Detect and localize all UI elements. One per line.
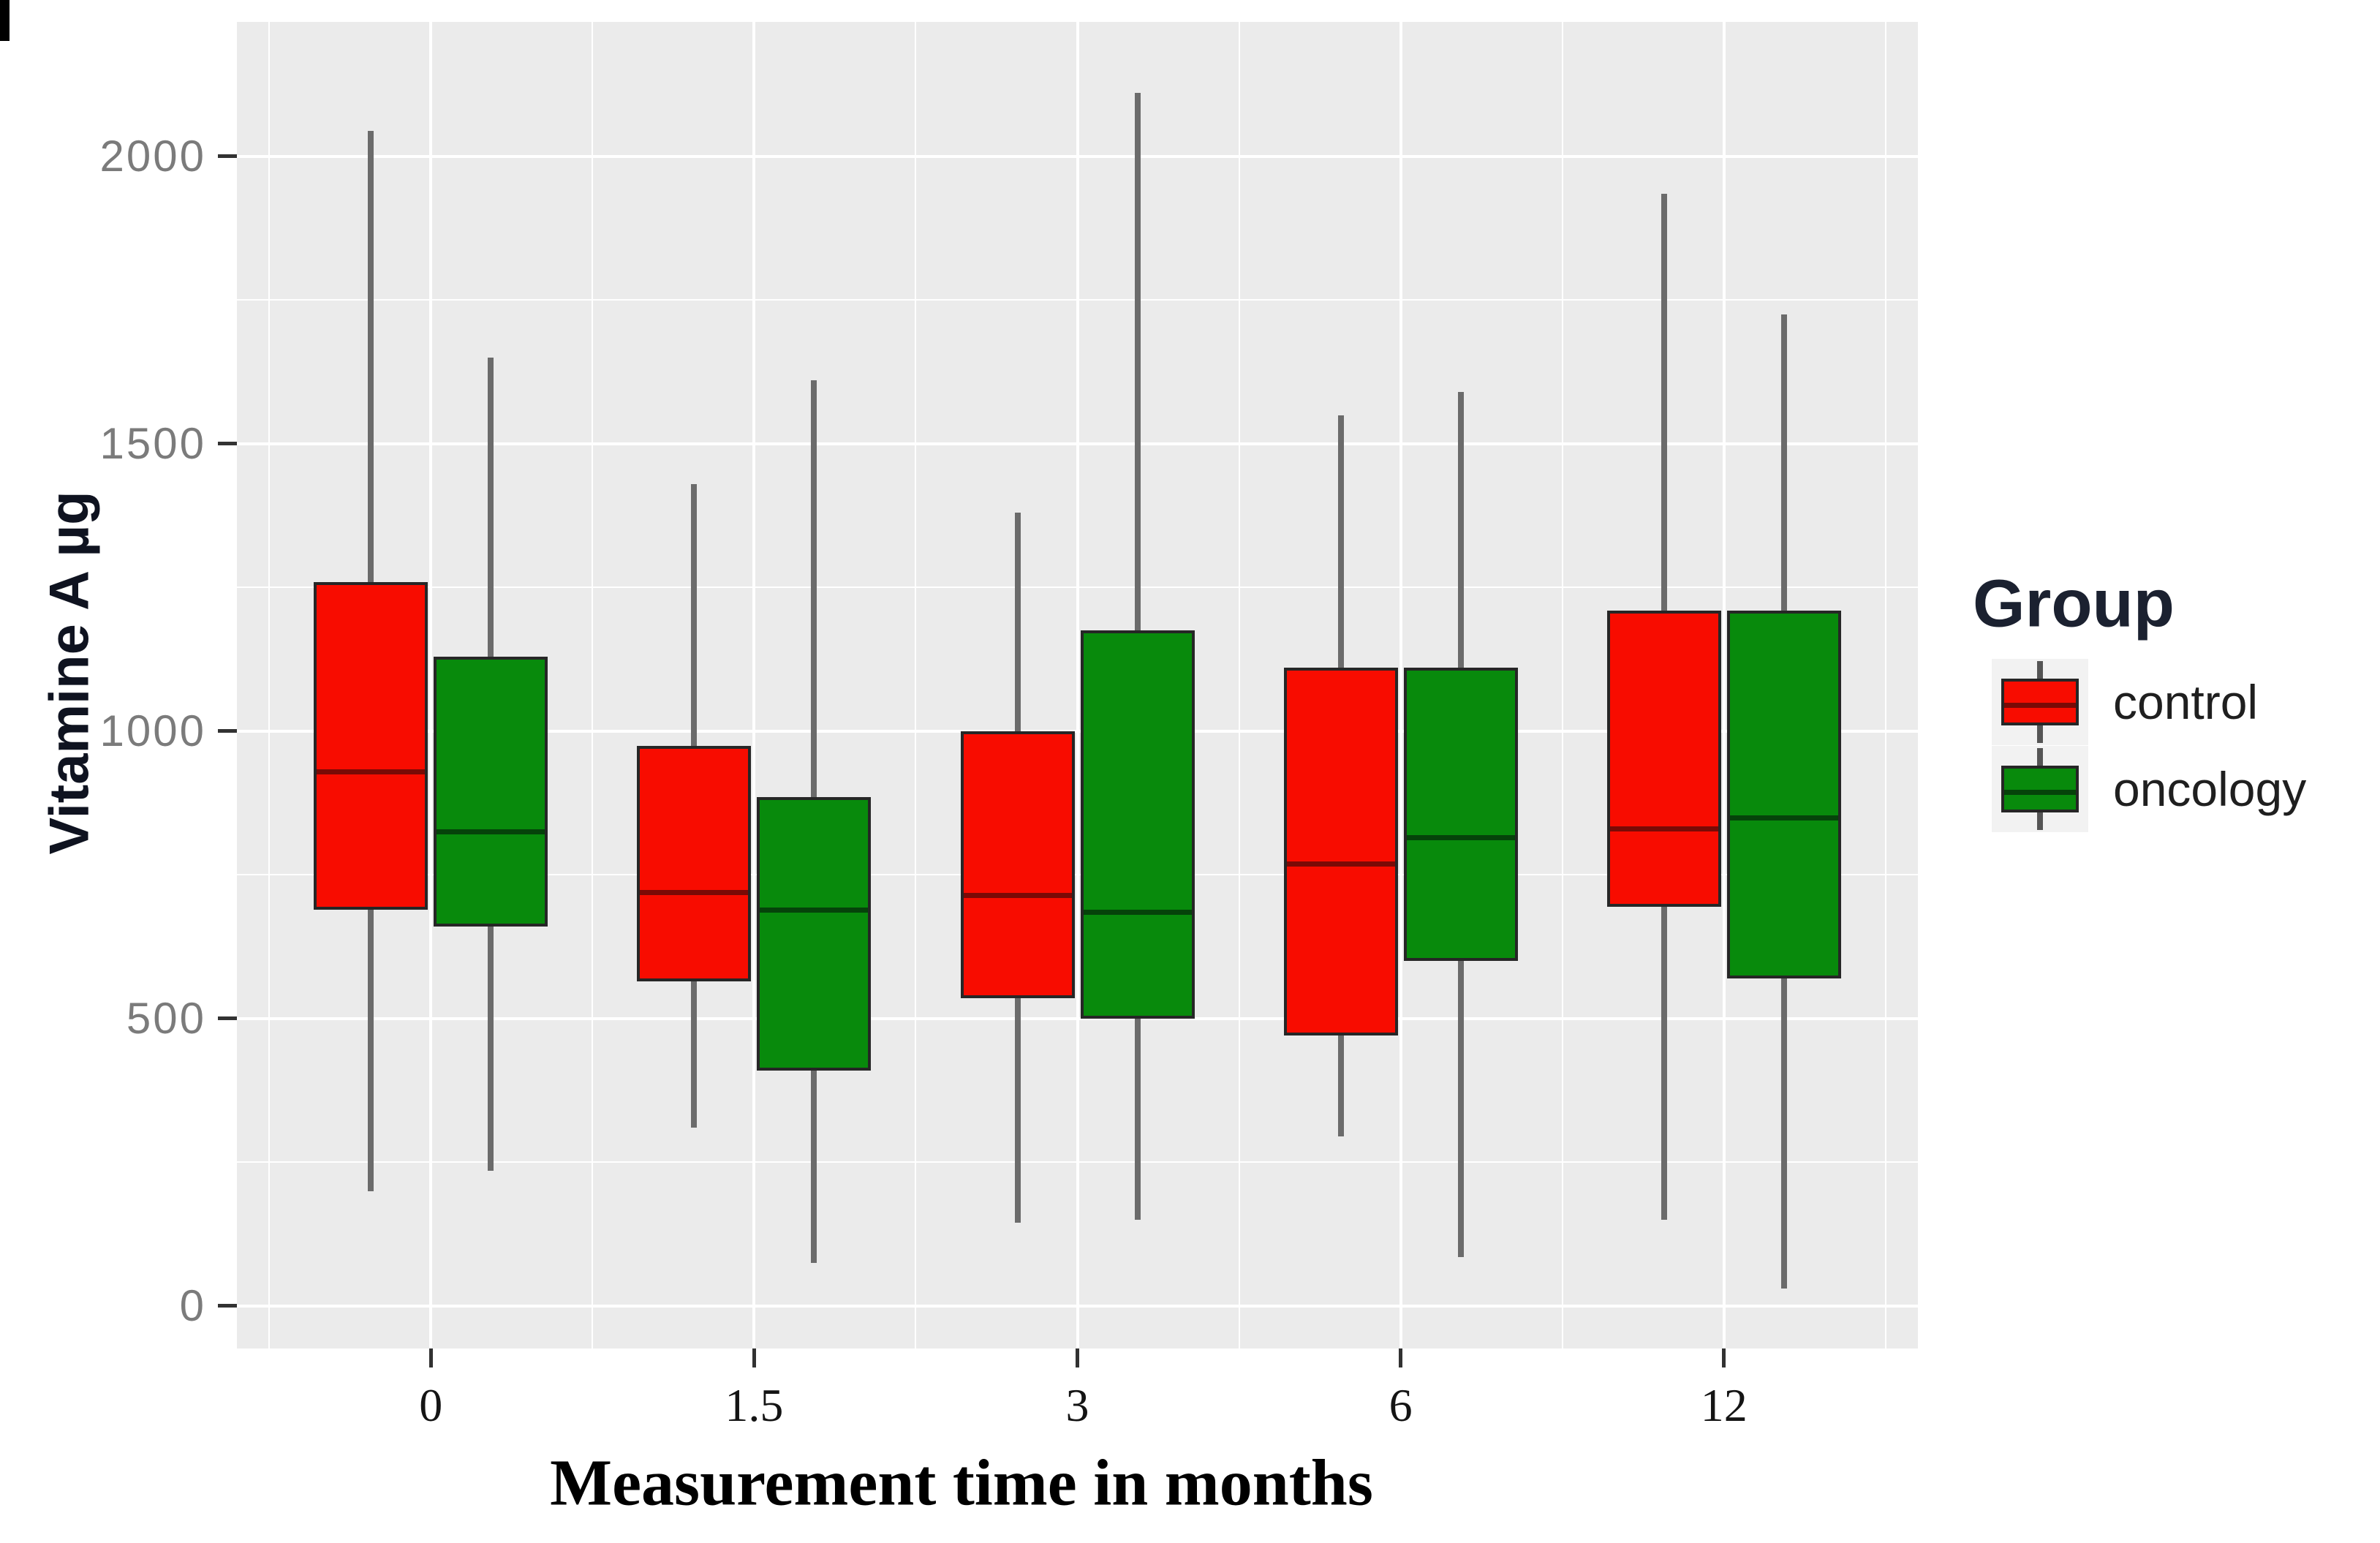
box-control-3 — [960, 731, 1075, 999]
median-control-12 — [1609, 826, 1718, 832]
x-tick-label: 12 — [1700, 1379, 1748, 1431]
y-axis-title: Vitamine A µg — [38, 491, 101, 855]
legend-key-whisker-icon — [2037, 725, 2043, 743]
x-tickmark — [1722, 1348, 1726, 1367]
x-minor-gridline — [915, 22, 917, 1348]
box-oncology-3 — [1080, 630, 1195, 1019]
y-tickmark — [218, 729, 237, 733]
legend-key-box-icon — [2001, 679, 2079, 725]
legend-label-oncology: oncology — [2113, 762, 2307, 816]
y-tick-label: 2000 — [99, 131, 206, 181]
legend-key-whisker-icon — [2037, 812, 2043, 830]
legend-key-whisker-icon — [2037, 748, 2043, 766]
x-minor-gridline — [1884, 22, 1886, 1348]
median-control-0 — [317, 769, 426, 774]
box-oncology-6 — [1403, 668, 1518, 962]
x-tickmark — [428, 1348, 433, 1367]
x-minor-gridline — [1238, 22, 1240, 1348]
box-control-12 — [1606, 610, 1721, 907]
y-tickmark — [218, 154, 237, 159]
y-tickmark — [218, 1304, 237, 1308]
box-oncology-1.5 — [757, 797, 872, 1071]
legend-key-median-icon — [2004, 790, 2076, 795]
box-control-6 — [1283, 668, 1398, 1036]
x-minor-gridline — [592, 22, 594, 1348]
box-oncology-0 — [434, 656, 548, 927]
legend-key-whisker-icon — [2037, 661, 2043, 679]
box-control-1.5 — [637, 745, 752, 981]
x-major-gridline — [1399, 22, 1402, 1348]
x-major-gridline — [429, 22, 433, 1348]
x-major-gridline — [752, 22, 756, 1348]
median-oncology-6 — [1406, 835, 1515, 841]
x-tick-label: 0 — [419, 1379, 443, 1431]
x-minor-gridline — [268, 22, 271, 1348]
y-tick-label: 1500 — [99, 418, 206, 468]
box-oncology-12 — [1726, 610, 1841, 978]
x-tickmark — [1399, 1348, 1403, 1367]
x-major-gridline — [1076, 22, 1079, 1348]
legend-key-control — [1992, 659, 2088, 745]
y-tickmark — [218, 1016, 237, 1021]
x-tick-label: 6 — [1389, 1379, 1413, 1431]
legend-key-oncology — [1992, 746, 2088, 832]
median-oncology-12 — [1729, 815, 1838, 820]
median-control-1.5 — [640, 889, 749, 895]
x-tickmark — [752, 1348, 756, 1367]
median-control-3 — [963, 892, 1072, 898]
legend-key-median-icon — [2004, 703, 2076, 708]
median-oncology-1.5 — [760, 907, 869, 913]
box-control-0 — [314, 581, 428, 910]
legend-label-control: control — [2113, 675, 2259, 729]
y-tick-label: 0 — [179, 1280, 206, 1330]
y-tick-label: 500 — [126, 993, 206, 1043]
x-axis-title: Measurement time in months — [550, 1446, 1373, 1520]
median-oncology-0 — [437, 829, 545, 835]
x-minor-gridline — [1561, 22, 1563, 1348]
x-tick-label: 3 — [1065, 1379, 1089, 1431]
legend-key-box-icon — [2001, 766, 2079, 812]
median-oncology-3 — [1083, 910, 1192, 916]
legend-title: Group — [1973, 566, 2175, 641]
x-tick-label: 1.5 — [725, 1379, 784, 1431]
x-major-gridline — [1722, 22, 1726, 1348]
plot-panel — [237, 22, 1918, 1348]
y-tick-label: 1000 — [99, 706, 206, 755]
x-tickmark — [1076, 1348, 1079, 1367]
y-tickmark — [218, 442, 237, 446]
scan-artifact-top-left — [0, 0, 10, 41]
median-control-6 — [1286, 861, 1395, 867]
